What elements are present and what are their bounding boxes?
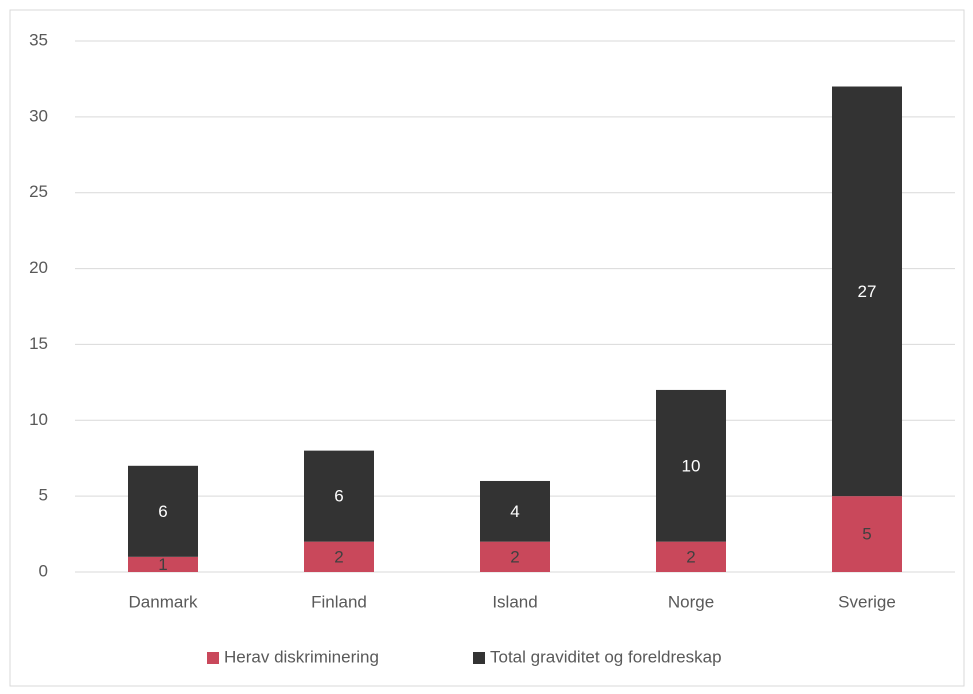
bar-segment <box>304 541 374 572</box>
legend-label: Total graviditet og foreldreskap <box>490 647 722 666</box>
x-tick-label: Norge <box>668 592 714 611</box>
data-label: 4 <box>510 502 519 521</box>
y-tick-label: 30 <box>29 106 48 125</box>
y-tick-label: 15 <box>29 334 48 353</box>
y-tick-label: 10 <box>29 410 48 429</box>
x-tick-label: Finland <box>311 592 367 611</box>
bar-segment <box>480 480 550 542</box>
y-tick-label: 5 <box>39 486 48 505</box>
bar-segment <box>832 86 902 497</box>
bar-segment <box>304 450 374 542</box>
bar-segment <box>656 541 726 572</box>
legend-label: Herav diskriminering <box>224 647 379 666</box>
data-label: 2 <box>686 547 695 566</box>
data-label: 2 <box>334 547 343 566</box>
data-label: 5 <box>862 525 871 544</box>
bar-segment <box>128 465 198 557</box>
x-tick-label: Island <box>492 592 537 611</box>
bar-segment <box>128 556 198 572</box>
y-tick-label: 0 <box>39 561 48 580</box>
legend-swatch <box>473 652 485 664</box>
x-tick-label: Danmark <box>129 592 198 611</box>
data-label: 6 <box>158 502 167 521</box>
data-label: 10 <box>682 456 701 475</box>
bar-segment <box>832 496 902 572</box>
x-tick-label: Sverige <box>838 592 896 611</box>
data-label: 6 <box>334 487 343 506</box>
y-tick-label: 35 <box>29 30 48 49</box>
y-tick-label: 25 <box>29 182 48 201</box>
data-label: 1 <box>158 555 167 574</box>
legend-swatch <box>207 652 219 664</box>
y-tick-label: 20 <box>29 258 48 277</box>
data-label: 27 <box>858 282 877 301</box>
data-label: 2 <box>510 547 519 566</box>
bar-segment <box>656 389 726 542</box>
bar-segment <box>480 541 550 572</box>
chart-border <box>9 9 965 687</box>
